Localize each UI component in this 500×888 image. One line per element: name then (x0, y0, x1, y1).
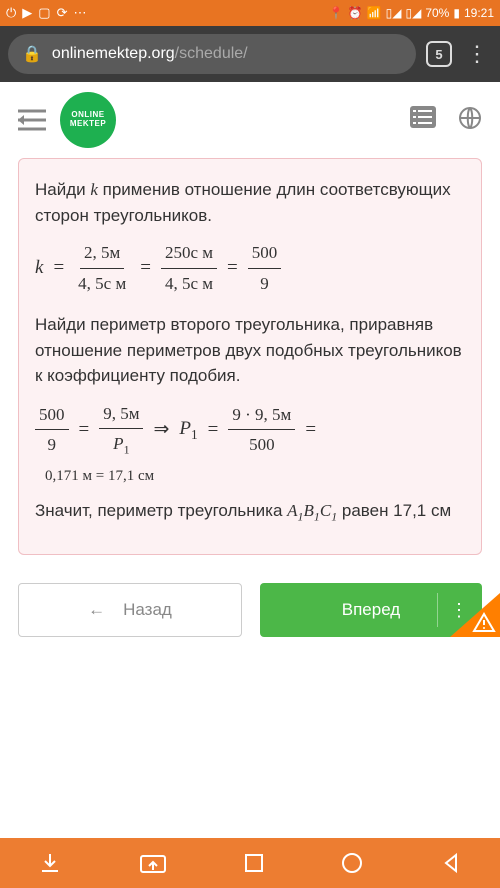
location-icon: 📍 (329, 6, 344, 20)
solution-card: Найди k применив отношение длин соответс… (18, 158, 482, 555)
logo-text-1: ONLINE (71, 110, 104, 119)
f1-lhs: k (35, 254, 43, 283)
signal2-icon: ▯◢ (405, 6, 421, 20)
back-nav-icon[interactable] (440, 852, 462, 874)
recents-nav-icon[interactable] (244, 853, 264, 873)
battery-pct: 70% (425, 6, 449, 20)
browser-menu-icon[interactable]: ⋮ (462, 41, 492, 67)
equals-3: = (227, 254, 238, 283)
f4-den: 9 (44, 430, 61, 458)
tri-b: B (304, 501, 314, 520)
f5-den: P1 (109, 429, 133, 459)
back-label: Назад (123, 600, 172, 620)
f2-num: 250с м (161, 240, 217, 269)
signal1-icon: ▯◢ (386, 6, 402, 20)
f3-num: 500 (248, 240, 282, 269)
clock: 19:21 (464, 6, 494, 20)
f2-den: 4, 5с м (161, 269, 217, 297)
forward-button[interactable]: Вперед ⋮ (260, 583, 482, 637)
p3-after: равен 17,1 см (337, 501, 451, 520)
forward-label: Вперед (342, 600, 400, 620)
f6-num: 9 · 9, 5м (228, 402, 295, 431)
tab-switcher[interactable]: 5 (426, 41, 452, 67)
f5-den-var: P (113, 434, 123, 453)
lesson-nav: ← Назад Вперед ⋮ (0, 555, 500, 637)
wifi-icon: 📶 (367, 6, 382, 20)
header-actions (410, 106, 482, 135)
android-status-bar: ⏻ ▶ ▢ ⟳ ⋯ 📍 ⏰ 📶 ▯◢ ▯◢ 70% ▮ 19:21 (0, 0, 500, 26)
sync-icon: ⟳ (57, 5, 68, 21)
battery-icon: ▮ (453, 6, 460, 20)
tri-c: C (320, 501, 331, 520)
back-button[interactable]: ← Назад (18, 583, 242, 637)
equals-4: = (79, 416, 90, 445)
formula-2: 500 9 = 9, 5м P1 ⇒ P1 = 9 · 9, 5м 500 = (35, 401, 465, 460)
tri-a: A (287, 501, 297, 520)
site-logo[interactable]: ONLINE MEKTEP (60, 92, 116, 148)
res-var: P (179, 418, 191, 439)
list-view-icon[interactable] (410, 106, 436, 135)
equals-6: = (305, 416, 316, 445)
p1-text-after: применив отношение длин соответсвующих с… (35, 180, 451, 225)
url-path: /schedule/ (175, 45, 248, 62)
browser-toolbar: 🔒 onlinemektep.org/schedule/ 5 ⋮ (0, 26, 500, 82)
alarm-icon: ⏰ (348, 6, 363, 20)
logo-text-2: MEKTEP (70, 119, 106, 128)
fraction-3: 500 9 (248, 240, 282, 296)
res-sub: 1 (191, 427, 198, 442)
formula-1: k = 2, 5м 4, 5с м = 250с м 4, 5с м = 500… (35, 240, 465, 296)
fraction-4: 500 9 (35, 402, 69, 458)
lock-icon: 🔒 (22, 44, 42, 64)
var-k: k (90, 180, 98, 199)
result-var: P1 (179, 415, 197, 445)
equals-2: = (140, 254, 151, 283)
home-nav-icon[interactable] (341, 852, 363, 874)
f6-den: 500 (245, 430, 279, 458)
paragraph-1: Найди k применив отношение длин соответс… (35, 177, 465, 228)
url-domain: onlinemektep.org (52, 45, 175, 62)
equals-1: = (53, 254, 64, 283)
status-left-icons: ⏻ ▶ ▢ ⟳ ⋯ (6, 5, 87, 21)
triangle-name: A1B1C1 (287, 501, 337, 520)
fraction-1: 2, 5м 4, 5с м (74, 240, 130, 296)
formula-2-result: 0,171 м = 17,1 см (45, 465, 465, 488)
paragraph-3: Значит, периметр треугольника A1B1C1 рав… (35, 498, 465, 526)
f1-num: 2, 5м (80, 240, 124, 269)
p1-text-before: Найди (35, 180, 90, 199)
share-icon[interactable] (139, 852, 167, 874)
paragraph-2: Найди периметр второго треугольника, при… (35, 312, 465, 389)
power-icon: ⏻ (6, 5, 16, 21)
url-bar[interactable]: 🔒 onlinemektep.org/schedule/ (8, 34, 416, 74)
globe-icon[interactable] (458, 106, 482, 135)
app-header: ONLINE MEKTEP (0, 82, 500, 158)
youtube-icon: ▶ (22, 5, 32, 21)
f5-den-sub: 1 (124, 442, 130, 456)
p3-before: Значит, периметр треугольника (35, 501, 287, 520)
equals-5: = (208, 416, 219, 445)
implies-arrow: ⇒ (153, 416, 169, 445)
android-nav-bar (0, 838, 500, 888)
f4-num: 500 (35, 402, 69, 431)
fraction-5: 9, 5м P1 (99, 401, 143, 460)
f1-den: 4, 5с м (74, 269, 130, 297)
f5-num: 9, 5м (99, 401, 143, 430)
forward-menu-icon[interactable]: ⋮ (450, 600, 468, 621)
fraction-6: 9 · 9, 5м 500 (228, 402, 295, 458)
fraction-2: 250с м 4, 5с м (161, 240, 217, 296)
menu-toggle-icon[interactable] (18, 109, 46, 131)
fwd-divider (437, 593, 438, 627)
image-icon: ▢ (38, 5, 50, 21)
f3-den: 9 (256, 269, 273, 297)
download-icon[interactable] (38, 851, 62, 875)
status-right-icons: 📍 ⏰ 📶 ▯◢ ▯◢ 70% ▮ 19:21 (329, 6, 494, 20)
arrow-left-icon: ← (88, 600, 105, 620)
more-icon: ⋯ (74, 5, 87, 21)
main-content: Найди k применив отношение длин соответс… (0, 158, 500, 555)
